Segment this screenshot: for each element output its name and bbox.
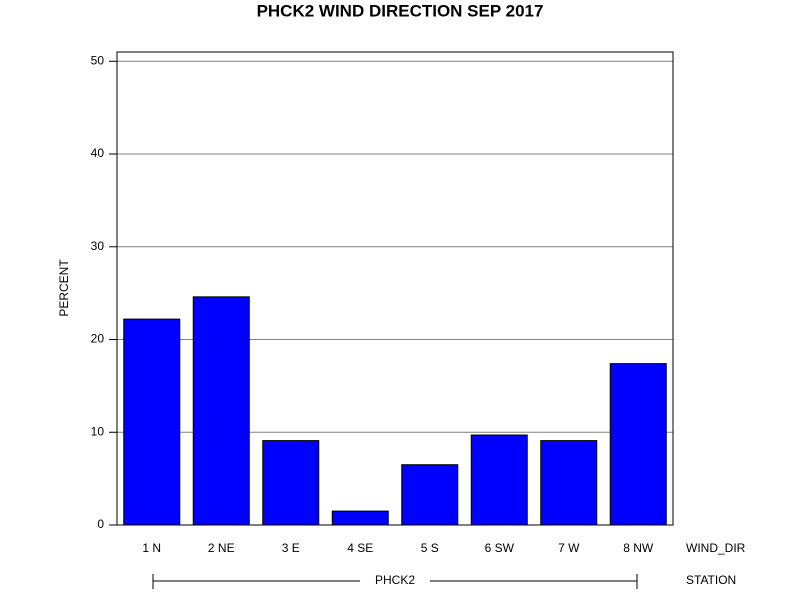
bar [123, 318, 181, 526]
x-tick-label: 4 SE [347, 541, 373, 555]
bar [192, 296, 250, 526]
bar [540, 440, 598, 526]
x-tick-label: 1 N [142, 541, 161, 555]
group-bracket: PHCK2 [152, 572, 638, 590]
plot-frame [116, 51, 674, 526]
group-label-bg [360, 572, 430, 590]
bar [470, 434, 528, 526]
y-tick-label: 10 [91, 424, 105, 438]
y-tick-label: 40 [91, 146, 105, 160]
bar [609, 363, 667, 526]
chart-title: PHCK2 WIND DIRECTION SEP 2017 [257, 1, 544, 20]
x-tick-label: 2 NE [208, 541, 235, 555]
bar [331, 510, 389, 526]
bar [262, 440, 320, 526]
x-tick-label: 3 E [282, 541, 300, 555]
x-tick-label: 5 S [421, 541, 439, 555]
y-tick-label: 30 [91, 239, 105, 253]
bar [401, 464, 459, 526]
x-tick-label: 8 NW [623, 541, 654, 555]
y-axis-label: PERCENT [57, 259, 71, 317]
y-tick-label: 50 [91, 53, 105, 67]
x-tick-label: 6 SW [485, 541, 515, 555]
y-tick-label: 0 [97, 517, 104, 531]
x-tick-label: 7 W [558, 541, 580, 555]
group-axis-label: STATION [686, 573, 736, 587]
y-tick-label: 20 [91, 332, 105, 346]
x-axis-label: WIND_DIR [686, 541, 746, 555]
group-label: PHCK2 [375, 573, 415, 587]
